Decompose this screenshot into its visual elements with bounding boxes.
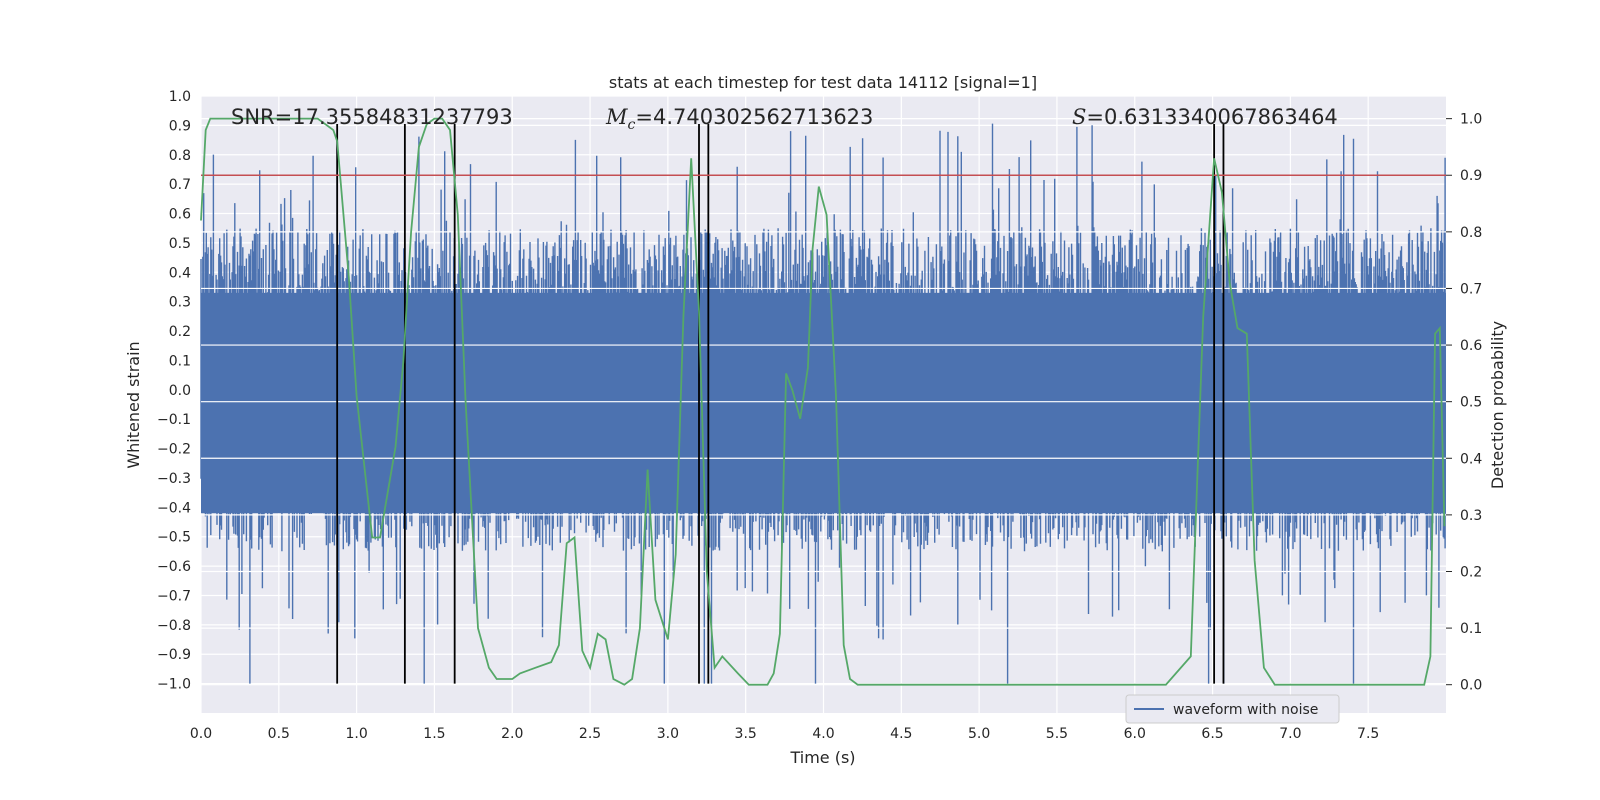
y-tick-label: −0.6 [157,559,191,575]
y-tick-label: 0.5 [169,236,191,252]
y-tick-label: −0.8 [157,618,191,634]
legend: waveform with noise [1125,694,1340,724]
chirp-mass-value: =4.740302562713623 [635,105,873,129]
x-tick-label: 0.0 [190,726,212,742]
x-tick-label: 3.0 [657,726,679,742]
right-tick-label: 0.1 [1460,621,1482,637]
x-tick-label: 4.0 [812,726,834,742]
x-tick-label: 1.5 [423,726,445,742]
x-tick-label: 3.5 [735,726,757,742]
right-tick-label: 0.0 [1460,678,1482,694]
noise-core [201,292,1446,514]
x-axis: 0.0 0.5 1.0 1.5 2.0 2.5 3.0 3.5 4.0 4.5 5.0 5.5 6.0 6… [190,726,1379,742]
s-annotation: S=0.6313340067863464 [1072,105,1338,129]
x-tick-label: 6.5 [1201,726,1223,742]
right-tick-label: 0.8 [1460,225,1482,241]
right-tick-label: 0.9 [1460,168,1482,184]
snr-annotation: SNR=17.35584831237793 [231,105,513,129]
legend-label: waveform with noise [1173,702,1318,718]
y-tick-label: 0.6 [169,207,191,223]
y-tick-label: 0.1 [169,353,191,369]
x-axis-label: Time (s) [789,748,855,767]
y-tick-label: −0.7 [157,588,191,604]
y-tick-label: 0.4 [169,265,191,281]
right-tick-label: 0.2 [1460,564,1482,580]
y-tick-label: 0.0 [169,383,191,399]
y-tick-label: 0.3 [169,295,191,311]
y-tick-label: 1.0 [169,89,191,105]
y-tick-label: 0.7 [169,177,191,193]
x-tick-label: 1.0 [345,726,367,742]
y-tick-label: −0.9 [157,647,191,663]
x-tick-label: 7.5 [1357,726,1379,742]
right-tick-label: 0.5 [1460,395,1482,411]
y-tick-label: −0.2 [157,442,191,458]
y-tick-label: −0.3 [157,471,191,487]
x-tick-label: 5.5 [1046,726,1068,742]
s-symbol: S [1072,105,1086,129]
legend-box [1125,694,1340,724]
y-tick-label: −0.4 [157,500,191,516]
x-tick-label: 2.0 [501,726,523,742]
y-tick-label: −0.5 [157,530,191,546]
y-tick-label: 0.2 [169,324,191,340]
y-tick-label: 0.9 [169,118,191,134]
right-axis-label: Detection probability [1488,321,1507,489]
y-tick-label: −0.1 [157,412,191,428]
chirp-mass-symbol: M [605,105,628,129]
detection-probability-line [200,117,1446,686]
y-tick-label: −1.0 [157,677,191,693]
right-tick-label: 0.6 [1460,338,1482,354]
chirp-mass-subscript: c [628,117,636,133]
left-axis: 1.0 0.9 0.8 0.7 0.6 0.5 0.4 0.3 0.2 0.1 0.0 −0.1 −0.… [157,89,191,693]
x-tick-label: 0.5 [268,726,290,742]
right-tick-label: 0.7 [1460,281,1482,297]
right-tick-label: 0.4 [1460,451,1482,467]
x-tick-label: 5.0 [968,726,990,742]
y-tick-label: 0.8 [169,148,191,164]
right-tick-label: 0.3 [1460,508,1482,524]
x-tick-label: 4.5 [890,726,912,742]
right-axis: 1.0 0.9 0.8 0.7 0.6 0.5 0.4 0.3 0.2 0.1 0.0 [1446,112,1482,694]
x-tick-label: 6.0 [1124,726,1146,742]
right-tick-label: 1.0 [1460,112,1482,128]
s-value: =0.6313340067863464 [1086,105,1337,129]
x-tick-label: 2.5 [579,726,601,742]
x-tick-label: 7.0 [1279,726,1301,742]
chart-title: stats at each timestep for test data 141… [609,73,1037,92]
chirp-mass-annotation: Mc=4.740302562713623 [605,105,873,133]
y-axis-label: Whitened strain [124,341,143,468]
